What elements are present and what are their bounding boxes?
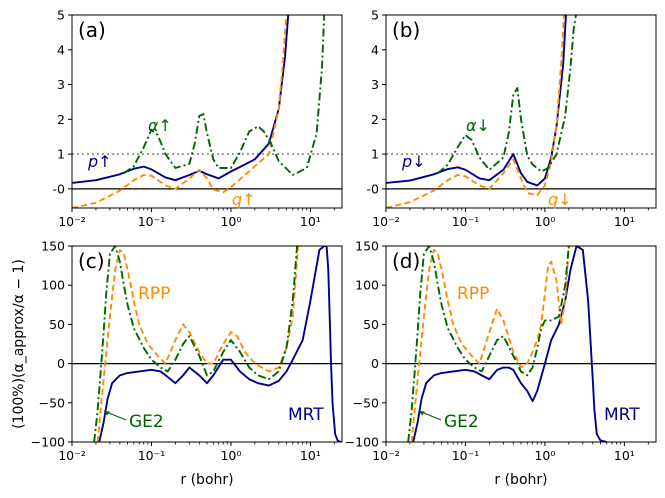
y-axis-title: (100%)(α_approx/α − 1) xyxy=(11,259,27,429)
series-line-q-b xyxy=(386,15,565,208)
panel-label-a: (a) xyxy=(78,18,106,42)
y-tick-label: 100 xyxy=(41,278,65,293)
x-axis-title-d: r (bohr) xyxy=(494,472,547,488)
y-tick-label: 1 xyxy=(371,147,379,162)
series-line-mrt-d xyxy=(412,246,607,442)
x-tick-label: 10¹ xyxy=(300,214,321,229)
series-line-mrt-c xyxy=(98,246,342,442)
curve-label-q-b: q↓ xyxy=(548,190,572,209)
ge2-arrowhead xyxy=(104,411,110,416)
x-tick-label: 10⁻¹ xyxy=(138,448,166,463)
y-tick-label: −50 xyxy=(39,395,65,410)
series-line-rpp-c xyxy=(96,246,300,442)
y-tick-label: 0 xyxy=(57,356,65,371)
x-tick-label: 10⁰ xyxy=(534,214,555,229)
series-line-rpp-d xyxy=(410,246,570,442)
curve-label-p-a: p↑ xyxy=(87,152,112,171)
curve-label-mrt-c: MRT xyxy=(288,405,324,425)
y-tick-label: 150 xyxy=(41,239,65,254)
series-line-alpha-a xyxy=(123,15,326,176)
curve-label-p-b: p↓ xyxy=(401,152,426,171)
curve-label-ge2-d: GE2 xyxy=(444,412,479,432)
y-tick-label: 5 xyxy=(371,8,379,23)
x-axis-title-c: r (bohr) xyxy=(180,472,233,488)
x-tick-label: 10⁰ xyxy=(220,448,241,463)
y-tick-label: −50 xyxy=(353,395,379,410)
series-line-q-a xyxy=(72,15,288,208)
curve-label-alpha-b: α↓ xyxy=(466,116,490,135)
x-tick-label: 10⁻² xyxy=(58,214,86,229)
x-tick-label: 10⁰ xyxy=(220,214,241,229)
ge2-arrowhead xyxy=(419,411,425,416)
y-tick-label: -0 xyxy=(53,181,66,196)
panel-b: -0 1 2 3 4 5 10⁻² 10⁻¹ 10⁰ 10¹ (b) p↓ α↓ q↓ xyxy=(367,8,657,229)
y-tick-label: 100 xyxy=(355,278,379,293)
plot-frame xyxy=(71,14,343,209)
y-tick-label: 2 xyxy=(57,112,65,127)
series-line-ge2-d xyxy=(407,246,570,442)
y-tick-label: 1 xyxy=(57,147,65,162)
x-tick-label: 10⁻¹ xyxy=(452,448,480,463)
y-tick-label: -0 xyxy=(367,181,380,196)
panel-a: -0 1 2 3 4 5 10⁻² 10⁻¹ 10⁰ 10¹ (a) p↑ α↑ q↑ xyxy=(53,8,343,229)
y-tick-label: 3 xyxy=(57,77,65,92)
panel-label-b: (b) xyxy=(392,18,420,42)
y-tick-label: −100 xyxy=(345,435,379,450)
series-line-alpha-b xyxy=(437,15,577,174)
x-tick-label: 10⁻¹ xyxy=(452,214,480,229)
x-tick-label: 10¹ xyxy=(614,448,635,463)
y-tick-label: 150 xyxy=(355,239,379,254)
y-tick-label: 3 xyxy=(371,77,379,92)
panel-c: −100 −50 0 50 100 150 10⁻² 10⁻¹ 10⁰ 10¹ (c) RPP GE2 M… xyxy=(31,239,343,463)
x-tick-label: 10⁻² xyxy=(372,214,400,229)
x-tick-label: 10⁻² xyxy=(58,448,86,463)
y-tick-label: 5 xyxy=(57,8,65,23)
y-tick-label: −100 xyxy=(31,435,65,450)
panel-d: −100 −50 0 50 100 150 10⁻² 10⁻¹ 10⁰ 10¹ (d) RPP GE2 M… xyxy=(345,239,657,463)
panel-label-c: (c) xyxy=(78,249,105,273)
y-tick-label: 4 xyxy=(57,42,65,57)
y-tick-label: 2 xyxy=(371,112,379,127)
curve-label-rpp-d: RPP xyxy=(457,284,489,304)
y-tick-label: 0 xyxy=(371,356,379,371)
y-tick-label: 4 xyxy=(371,42,379,57)
curve-label-q-a: q↑ xyxy=(232,190,256,209)
x-tick-label: 10⁰ xyxy=(534,448,555,463)
series-line-p-b xyxy=(386,15,567,187)
x-tick-label: 10¹ xyxy=(300,448,321,463)
y-tick-label: 50 xyxy=(49,317,65,332)
y-tick-label: 50 xyxy=(363,317,379,332)
curve-label-mrt-d: MRT xyxy=(604,405,640,425)
curve-label-ge2-c: GE2 xyxy=(129,412,164,432)
x-tick-label: 10⁻¹ xyxy=(138,214,166,229)
series-line-ge2-c xyxy=(93,246,299,442)
curve-label-alpha-a: α↑ xyxy=(148,116,172,135)
x-tick-label: 10¹ xyxy=(614,214,635,229)
x-tick-label: 10⁻² xyxy=(372,448,400,463)
curve-label-rpp-c: RPP xyxy=(138,284,170,304)
panel-label-d: (d) xyxy=(392,249,420,273)
